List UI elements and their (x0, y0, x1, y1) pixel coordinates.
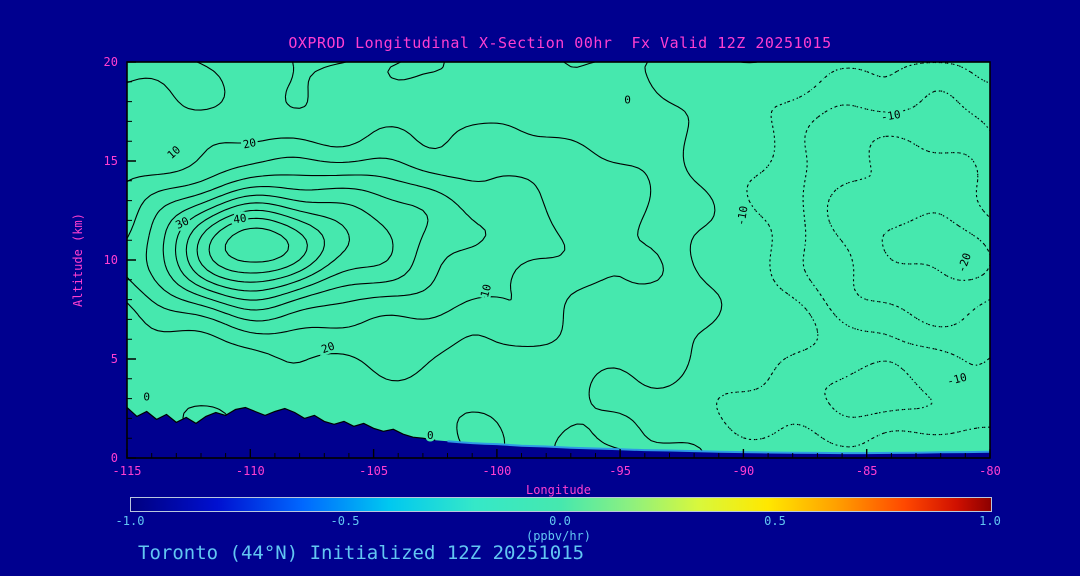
colorbar (130, 497, 992, 512)
colorbar-tick-label: 0.5 (764, 514, 786, 528)
contour-label: 0 (427, 429, 434, 442)
y-tick-label: 0 (111, 451, 118, 465)
plot-title: OXPROD Longitudinal X-Section 00hr Fx Va… (288, 34, 832, 52)
x-tick-label: -80 (979, 464, 1001, 478)
contour-label: 20 (242, 136, 258, 151)
contour-line-level-25 (174, 194, 394, 301)
contour-line-level--20 (881, 212, 991, 281)
contour-line-level-15 (145, 174, 487, 322)
contour-line-level--5 (716, 61, 991, 448)
contour-line-level-35 (196, 209, 325, 283)
x-tick-label: -85 (856, 464, 878, 478)
terrain-edge-west (126, 406, 436, 441)
colorbar-unit-label: (ppbv/hr) (525, 529, 592, 543)
contour-label: 0 (143, 391, 150, 404)
contour-line-level-5 (126, 122, 664, 382)
colorbar-tick-label: -0.5 (330, 514, 360, 528)
contour-line-level-10 (126, 156, 566, 335)
x-tick-label: -115 (113, 464, 142, 478)
minor-ticks (127, 81, 966, 458)
colorbar-tick-label: -1.0 (115, 514, 145, 528)
colorbar-tick-label: 1.0 (979, 514, 1001, 528)
x-tick-label: -100 (482, 464, 511, 478)
colorbar-tick-labels: -1.0 -0.5 0.0 0.5 1.0 (116, 514, 1001, 528)
footer-text: Toronto (44°N) Initialized 12Z 20251015 (138, 542, 585, 564)
plot-area (127, 62, 990, 458)
x-tick-label: -95 (609, 464, 631, 478)
major-ticks (126, 61, 991, 459)
contour-label: 10 (478, 283, 494, 299)
contour-line-level-45 (224, 227, 290, 263)
contour-line-level--15 (826, 135, 991, 328)
contour-line-level-20 (162, 185, 429, 311)
contour-label: -10 (880, 108, 902, 124)
terrain-silhouette (127, 407, 990, 458)
y-tick-label: 5 (111, 352, 118, 366)
y-tick-label: 15 (104, 154, 118, 168)
colorbar-tick-label: 0.0 (549, 514, 571, 528)
contour-label: -10 (734, 205, 750, 227)
x-tick-label: -110 (236, 464, 265, 478)
x-axis-label: Longitude (525, 483, 592, 497)
x-tick-label: -105 (359, 464, 388, 478)
contour-label: 0 (624, 94, 631, 107)
y-tick-label: 10 (104, 253, 118, 267)
y-tick-label: 20 (104, 55, 118, 69)
x-tick-label: -90 (733, 464, 755, 478)
y-axis-label: Altitude (km) (71, 213, 85, 307)
contour-line-level-30 (185, 202, 351, 292)
contour-label: 40 (232, 212, 247, 227)
contour-line-level-40 (208, 217, 308, 274)
terrain-edge-east (447, 440, 991, 455)
